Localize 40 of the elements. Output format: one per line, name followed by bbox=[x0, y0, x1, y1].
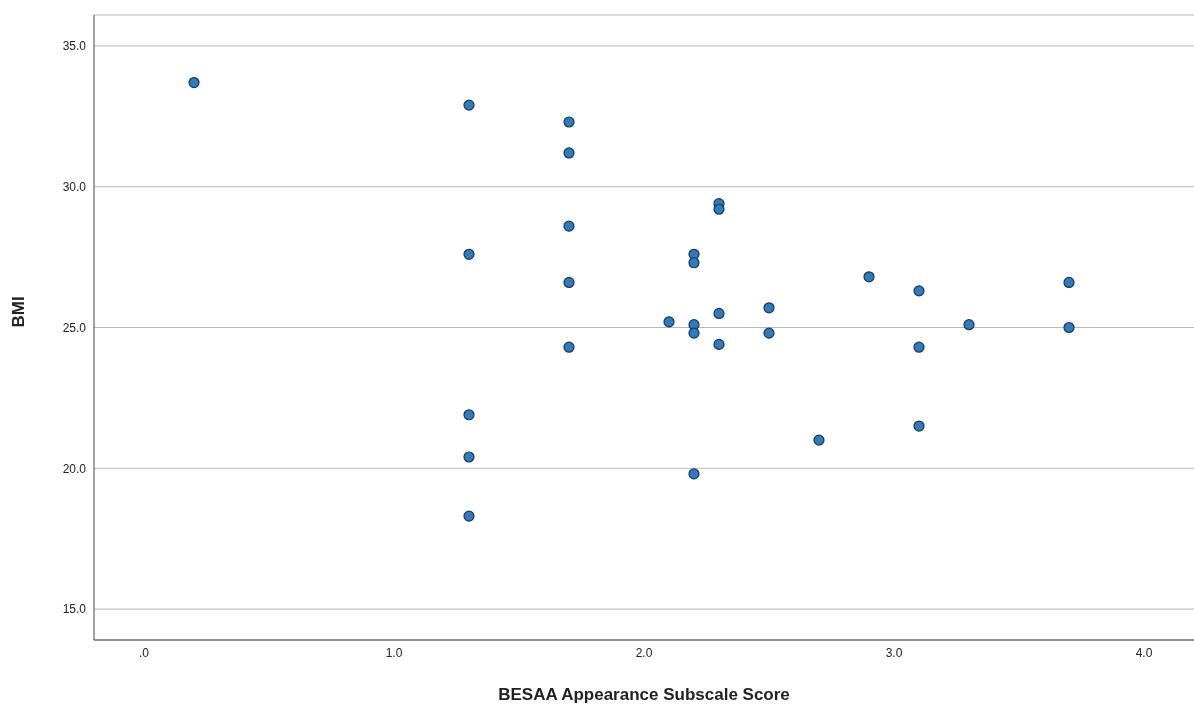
point bbox=[713, 338, 725, 350]
point bbox=[1063, 321, 1075, 334]
x-tick-label: 1.0 bbox=[385, 645, 403, 660]
point bbox=[863, 271, 875, 283]
point bbox=[913, 341, 925, 353]
point bbox=[913, 420, 925, 432]
point bbox=[188, 76, 200, 89]
point bbox=[463, 451, 475, 463]
point bbox=[763, 327, 775, 339]
y-tick-label: 15.0 bbox=[62, 602, 87, 617]
y-tick-label: 35.0 bbox=[62, 39, 87, 54]
point bbox=[563, 147, 575, 159]
point bbox=[463, 248, 475, 260]
point bbox=[463, 409, 475, 421]
point bbox=[713, 307, 725, 320]
point bbox=[813, 434, 825, 446]
point bbox=[963, 319, 975, 331]
x-tick-label: .0 bbox=[138, 645, 150, 660]
point bbox=[563, 341, 575, 353]
y-axis-title: BMI bbox=[9, 296, 29, 328]
point bbox=[1063, 276, 1075, 289]
point bbox=[663, 316, 675, 328]
x-tick-label: 2.0 bbox=[635, 645, 653, 660]
x-axis-title: BESAA Appearance Subscale Score bbox=[498, 685, 790, 704]
point bbox=[463, 510, 475, 522]
point bbox=[688, 327, 700, 339]
y-tick-label: 25.0 bbox=[62, 320, 87, 335]
x-tick-label: 4.0 bbox=[1135, 645, 1153, 660]
point bbox=[913, 285, 925, 297]
y-tick-label: 20.0 bbox=[62, 461, 87, 476]
point bbox=[688, 468, 700, 480]
point bbox=[563, 220, 575, 232]
x-tick-label: 3.0 bbox=[885, 645, 903, 660]
point bbox=[463, 99, 475, 111]
y-tick-label: 30.0 bbox=[62, 179, 87, 194]
point bbox=[563, 276, 575, 289]
point bbox=[688, 257, 700, 269]
point bbox=[713, 203, 725, 215]
point bbox=[763, 302, 775, 314]
point bbox=[563, 116, 575, 128]
